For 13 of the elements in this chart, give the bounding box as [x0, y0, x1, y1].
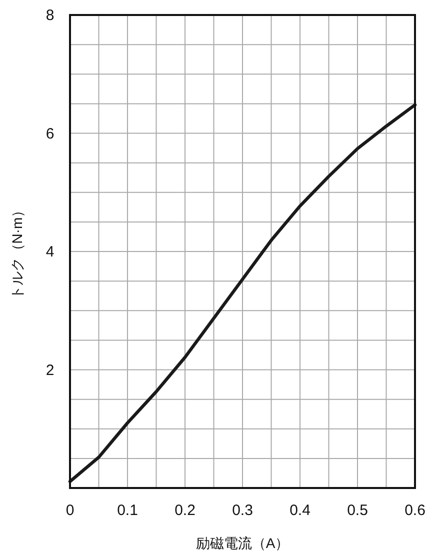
x-axis-title: 励磁電流（A）: [196, 535, 290, 551]
y-tick-label: 6: [46, 125, 54, 142]
x-tick-label: 0.4: [290, 502, 310, 519]
y-tick-label: 2: [46, 362, 54, 379]
x-tick-label: 0.3: [232, 502, 253, 519]
x-tick-label: 0.2: [174, 502, 196, 519]
y-tick-label: 4: [46, 244, 54, 260]
x-tick-label: 0.5: [347, 502, 368, 519]
y-axis-title: トルク（N·m）: [9, 203, 25, 300]
x-tick-label: 0: [66, 502, 74, 519]
x-tick-label: 0.6: [404, 502, 426, 519]
y-tick-label: 8: [46, 7, 54, 24]
x-tick-label: 0.1: [117, 502, 138, 519]
